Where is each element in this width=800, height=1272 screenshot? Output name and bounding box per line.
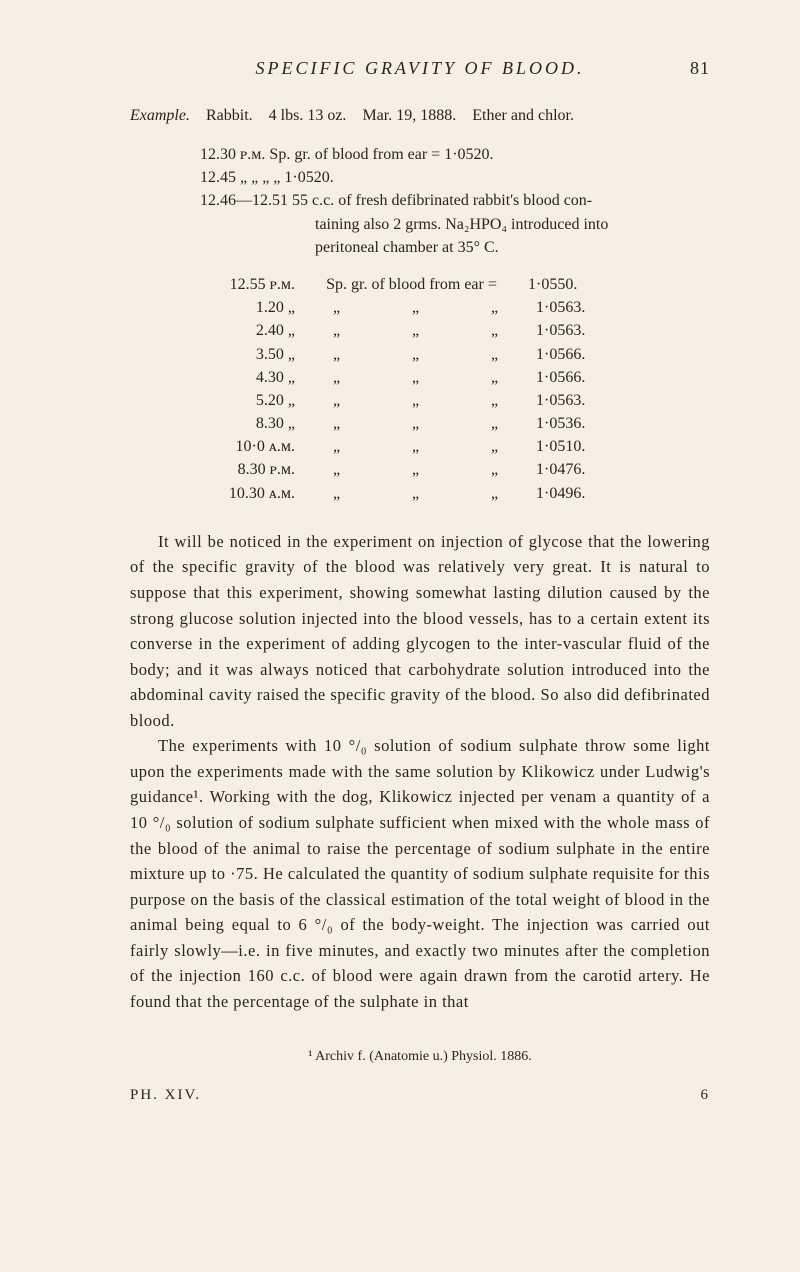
table-head-row: 12.55 ᴘ.ᴍ. Sp. gr. of blood from ear = 1… <box>200 273 710 296</box>
ditto-icon: „ <box>457 435 532 458</box>
table-time: 2.40 „ <box>200 319 295 342</box>
table-row: 1.20 „ „ „ „ 1·0563. <box>200 296 710 319</box>
ditto-icon: „ <box>457 319 532 342</box>
table-time: 5.20 „ <box>200 389 295 412</box>
table-head-val: 1·0550. <box>528 273 608 296</box>
table-time: 10·0 ᴀ.ᴍ. <box>200 435 295 458</box>
protocol-block-1: 12.30 ᴘ.ᴍ. Sp. gr. of blood from ear = 1… <box>200 143 710 259</box>
ditto-icon: „ <box>378 296 453 319</box>
block1-row1: 12.30 ᴘ.ᴍ. Sp. gr. of blood from ear = 1… <box>200 143 710 166</box>
ditto-icon: „ <box>378 482 453 505</box>
table-time: 8.30 „ <box>200 412 295 435</box>
ditto-icon: „ <box>299 343 374 366</box>
table-time: 3.50 „ <box>200 343 295 366</box>
table-head-sg: Sp. gr. of blood from ear = <box>299 273 524 296</box>
ditto-icon: „ <box>378 319 453 342</box>
ditto-icon: „ <box>378 389 453 412</box>
example-label: Example. <box>130 107 190 124</box>
table-row: 10·0 ᴀ.ᴍ. „ „ „ 1·0510. <box>200 435 710 458</box>
ditto-icon: „ <box>299 435 374 458</box>
running-head: SPECIFIC GRAVITY OF BLOOD. 81 <box>130 58 710 79</box>
ditto-icon: „ <box>457 412 532 435</box>
running-title: SPECIFIC GRAVITY OF BLOOD. <box>255 58 584 78</box>
table-value: 1·0496. <box>536 482 616 505</box>
ditto-icon: „ <box>378 435 453 458</box>
table-value: 1·0536. <box>536 412 616 435</box>
footer-left: PH. XIV. <box>130 1087 201 1103</box>
specific-gravity-table: 12.55 ᴘ.ᴍ. Sp. gr. of blood from ear = 1… <box>200 273 710 505</box>
ditto-icon: „ <box>378 458 453 481</box>
ditto-icon: „ <box>378 412 453 435</box>
table-value: 1·0566. <box>536 366 616 389</box>
body-paragraph-1: It will be noticed in the experiment on … <box>130 529 710 734</box>
ditto-icon: „ <box>299 458 374 481</box>
ditto-icon: „ <box>457 389 532 412</box>
block1-row3a: 12.46—12.51 55 c.c. of fresh defibrinate… <box>200 189 710 212</box>
table-time: 10.30 ᴀ.ᴍ. <box>200 482 295 505</box>
table-row: 8.30 „ „ „ „ 1·0536. <box>200 412 710 435</box>
ditto-icon: „ <box>378 366 453 389</box>
table-row: 4.30 „ „ „ „ 1·0566. <box>200 366 710 389</box>
ditto-icon: „ <box>457 482 532 505</box>
ditto-icon: „ <box>457 343 532 366</box>
table-value: 1·0563. <box>536 319 616 342</box>
ditto-icon: „ <box>457 296 532 319</box>
ditto-icon: „ <box>299 389 374 412</box>
table-value: 1·0563. <box>536 296 616 319</box>
table-value: 1·0563. <box>536 389 616 412</box>
ditto-icon: „ <box>457 366 532 389</box>
table-row: 5.20 „ „ „ „ 1·0563. <box>200 389 710 412</box>
footer-right: 6 <box>701 1087 711 1104</box>
ditto-icon: „ <box>299 319 374 342</box>
table-row: 2.40 „ „ „ „ 1·0563. <box>200 319 710 342</box>
table-row: 3.50 „ „ „ „ 1·0566. <box>200 343 710 366</box>
block1-row2: 12.45 „ „ „ „ 1·0520. <box>200 166 710 189</box>
ditto-icon: „ <box>299 366 374 389</box>
ditto-icon: „ <box>299 296 374 319</box>
example-subject: Rabbit. <box>206 107 253 124</box>
ditto-icon: „ <box>299 482 374 505</box>
example-weight: 4 lbs. 13 oz. <box>269 107 347 124</box>
table-time: 8.30 ᴘ.ᴍ. <box>200 458 295 481</box>
page-number: 81 <box>690 58 710 79</box>
block1-row3c: peritoneal chamber at 35° C. <box>315 236 710 259</box>
example-line: Example. Rabbit. 4 lbs. 13 oz. Mar. 19, … <box>130 107 710 125</box>
table-value: 1·0566. <box>536 343 616 366</box>
ditto-icon: „ <box>299 412 374 435</box>
body-paragraph-2: The experiments with 10 °/₀ solution of … <box>130 733 710 1014</box>
table-value: 1·0476. <box>536 458 616 481</box>
example-date: Mar. 19, 1888. <box>362 107 456 124</box>
table-value: 1·0510. <box>536 435 616 458</box>
page: SPECIFIC GRAVITY OF BLOOD. 81 Example. R… <box>0 0 800 1272</box>
ditto-icon: „ <box>457 458 532 481</box>
table-row: 8.30 ᴘ.ᴍ. „ „ „ 1·0476. <box>200 458 710 481</box>
table-row: 10.30 ᴀ.ᴍ. „ „ „ 1·0496. <box>200 482 710 505</box>
footnote: ¹ Archiv f. (Anatomie u.) Physiol. 1886. <box>130 1049 710 1065</box>
table-time: 4.30 „ <box>200 366 295 389</box>
block1-row3b: taining also 2 grms. Na₂HPO₄ introduced … <box>315 213 710 236</box>
footer-line: PH. XIV. 6 <box>130 1087 710 1104</box>
table-head-time: 12.55 ᴘ.ᴍ. <box>200 273 295 296</box>
ditto-icon: „ <box>378 343 453 366</box>
table-time: 1.20 „ <box>200 296 295 319</box>
example-agents: Ether and chlor. <box>472 107 574 124</box>
